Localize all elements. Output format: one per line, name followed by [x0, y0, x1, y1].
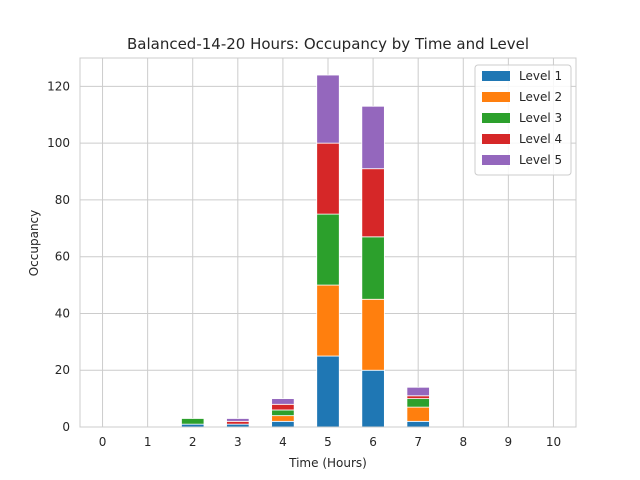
- legend-swatch: [482, 134, 510, 144]
- y-tick-label: 80: [55, 193, 70, 207]
- bar-segment: [271, 420, 295, 428]
- x-tick-label: 3: [234, 435, 242, 449]
- y-tick-label: 20: [55, 363, 70, 377]
- bar-segment: [271, 403, 295, 411]
- y-tick-label: 0: [62, 420, 70, 434]
- legend-swatch: [482, 155, 510, 165]
- x-tick-label: 5: [324, 435, 332, 449]
- bar-segment: [361, 369, 385, 428]
- x-tick-labels: 0 1 2 3 4 5 6 7 8 9 10: [99, 435, 561, 449]
- y-tick-label: 120: [47, 79, 70, 93]
- bar-segment: [406, 386, 430, 397]
- bar-segment: [316, 74, 340, 144]
- legend-label: Level 2: [519, 90, 562, 104]
- bar-segment: [181, 418, 205, 425]
- bars: [181, 74, 430, 428]
- y-tick-label: 100: [47, 136, 70, 150]
- y-tick-label: 40: [55, 306, 70, 320]
- bar-segment: [361, 236, 385, 300]
- bar-segment: [361, 168, 385, 238]
- bar-segment: [226, 420, 250, 425]
- bar-segment: [316, 142, 340, 215]
- bar-segment: [406, 420, 430, 428]
- bar-segment: [316, 355, 340, 428]
- legend-label: Level 5: [519, 153, 562, 167]
- x-axis-label: Time (Hours): [288, 456, 367, 470]
- x-tick-label: 8: [459, 435, 467, 449]
- x-tick-label: 1: [144, 435, 152, 449]
- bar-segment: [361, 298, 385, 371]
- x-tick-label: 2: [189, 435, 197, 449]
- bar-segment: [406, 406, 430, 422]
- x-tick-label: 7: [414, 435, 422, 449]
- bar-segment: [406, 398, 430, 408]
- x-tick-label: 9: [505, 435, 513, 449]
- bar-segment: [316, 213, 340, 286]
- bar-segment: [271, 415, 295, 422]
- bar-segment: [271, 398, 295, 405]
- y-tick-labels: 0 20 40 60 80 100 120: [47, 79, 70, 434]
- legend-swatch: [482, 92, 510, 102]
- x-tick-label: 10: [546, 435, 561, 449]
- bar-segment: [271, 409, 295, 417]
- legend-swatch: [482, 113, 510, 123]
- legend-label: Level 1: [519, 69, 562, 83]
- bar-segment: [316, 284, 340, 357]
- plot-area: [79, 57, 577, 428]
- legend-swatch: [482, 71, 510, 81]
- legend-label: Level 3: [519, 111, 562, 125]
- x-tick-label: 0: [99, 435, 107, 449]
- legend-label: Level 4: [519, 132, 562, 146]
- bar-segment: [361, 105, 385, 170]
- x-tick-label: 6: [369, 435, 377, 449]
- bar-segment: [226, 418, 250, 422]
- y-tick-label: 60: [55, 250, 70, 264]
- bar-segment: [406, 395, 430, 400]
- x-tick-label: 4: [279, 435, 287, 449]
- chart-title: Balanced-14-20 Hours: Occupancy by Time …: [127, 35, 529, 53]
- y-axis-label: Occupancy: [27, 210, 41, 277]
- legend: Level 1 Level 2 Level 3 Level 4 Level 5: [474, 64, 572, 176]
